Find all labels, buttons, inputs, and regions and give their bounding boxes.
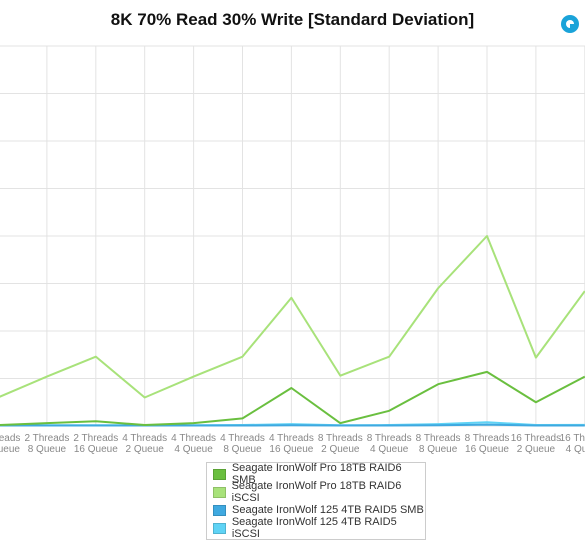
- legend-swatch: [213, 486, 226, 498]
- x-tick-label: 4 Threads 8 Queue: [220, 433, 265, 455]
- chart-legend: Seagate IronWolf Pro 18TB RAID6 SMB Seaga…: [206, 462, 426, 540]
- legend-swatch: [213, 522, 226, 534]
- x-tick-label: 8 Threads 8 Queue: [416, 433, 461, 455]
- x-tick-label: 2 Threads 8 Queue: [24, 433, 69, 455]
- legend-label: Seagate IronWolf Pro 18TB RAID6 SMB: [231, 462, 402, 486]
- legend-swatch: [213, 468, 226, 480]
- x-tick-label: 16 Threads 2 Queue: [511, 433, 561, 455]
- legend-item[interactable]: Seagate IronWolf Pro 18TB RAID6 SMB: [207, 462, 425, 486]
- series-line: [0, 423, 585, 427]
- legend-label: Seagate IronWolf 125 4TB RAID5 iSCSI: [231, 516, 397, 540]
- grid-layer: [0, 45, 585, 427]
- x-tick-label: 8 Threads 2 Queue: [318, 433, 363, 455]
- x-tick-label: 2 Threads 16 Queue: [73, 433, 118, 455]
- x-tick-label: 4 Threads 2 Queue: [122, 433, 167, 455]
- brand-logo-icon: [561, 15, 579, 33]
- series-line: [0, 370, 585, 427]
- legend-item[interactable]: Seagate IronWolf Pro 18TB RAID6 iSCSI: [207, 480, 425, 504]
- legend-item[interactable]: Seagate IronWolf 125 4TB RAID5 SMB: [207, 501, 425, 519]
- legend-swatch: [213, 504, 226, 516]
- legend-label: Seagate IronWolf Pro 18TB RAID6 iSCSI: [231, 480, 402, 504]
- legend-label: Seagate IronWolf 125 4TB RAID5 SMB: [232, 504, 424, 516]
- series-line: [0, 235, 585, 399]
- x-tick-label: 8 Threads 16 Queue: [465, 433, 510, 455]
- series-layer: [0, 235, 585, 427]
- x-tick-label: 8 Threads 4 Queue: [367, 433, 412, 455]
- x-tick-label: 4 Threads 4 Queue: [171, 433, 216, 455]
- legend-item[interactable]: Seagate IronWolf 125 4TB RAID5 iSCSI: [207, 516, 425, 540]
- x-tick-label: 4 Threads 16 Queue: [269, 433, 314, 455]
- chart-title: 8K 70% Read 30% Write [Standard Deviatio…: [110, 10, 475, 29]
